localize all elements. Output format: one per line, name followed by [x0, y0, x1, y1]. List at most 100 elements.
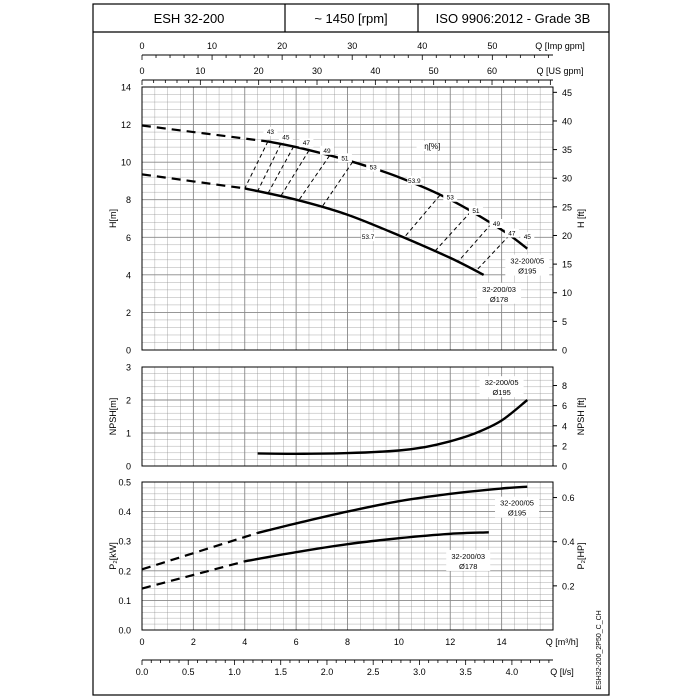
efficiency-label: 49 — [493, 221, 501, 228]
efficiency-line — [298, 155, 330, 201]
xlabel2: Q [l/s] — [550, 667, 574, 677]
ytick-label: 1 — [126, 429, 131, 439]
ytick-label: 3 — [126, 363, 131, 373]
ytick-right-label: 0 — [562, 346, 567, 356]
top-axis-tick: 20 — [277, 41, 287, 51]
top-axis-tick: 10 — [207, 41, 217, 51]
ytick-label: 0 — [126, 462, 131, 472]
efficiency-label: 53 — [447, 195, 455, 202]
efficiency-unit-label: η[%] — [424, 142, 440, 151]
efficiency-line — [457, 223, 492, 263]
series-sublabel: Ø195 — [508, 509, 526, 518]
xtick2-label: 4.0 — [506, 667, 519, 677]
efficiency-line — [267, 146, 294, 194]
xtick-label: 10 — [394, 637, 404, 647]
xtick2-label: 3.0 — [413, 667, 426, 677]
series-sublabel: Ø195 — [492, 388, 510, 397]
ytick-right-label: 6 — [562, 401, 567, 411]
efficiency-label: 53 — [370, 165, 378, 172]
ytick-right-label: 0.2 — [562, 581, 575, 591]
efficiency-line — [475, 235, 510, 272]
ytick-label: 0.1 — [118, 596, 131, 606]
top-axis-tick: 60 — [487, 66, 497, 76]
ytick-label: 2 — [126, 308, 131, 318]
side-code: ESH32-200_2P50_C_CH — [596, 610, 603, 689]
efficiency-line — [434, 211, 472, 252]
efficiency-line — [244, 141, 269, 189]
ylabel-npsh: NPSH[m] — [108, 398, 118, 436]
xtick-label: 0 — [139, 637, 144, 647]
series-line-power — [244, 531, 489, 563]
efficiency-label: 45 — [282, 135, 290, 142]
series-label: 32-200/05 — [500, 499, 534, 508]
series-line-npsh — [257, 399, 529, 456]
efficiency-line — [321, 161, 354, 208]
efficiency-line — [280, 150, 310, 197]
series-dashed-head — [141, 124, 269, 143]
ytick-label: 12 — [121, 120, 131, 130]
plot-area-power — [141, 481, 554, 631]
ytick-right-label: 8 — [562, 381, 567, 391]
efficiency-label: 47 — [303, 140, 311, 147]
efficiency-line — [403, 194, 441, 238]
efficiency-label: 49 — [323, 148, 331, 155]
series-line-power — [257, 485, 528, 535]
ytick-right-label: 0.4 — [562, 537, 575, 547]
xtick-label: 2 — [191, 637, 196, 647]
ytick-right-label: 0 — [562, 462, 567, 472]
ylabel-right-head: H [ft] — [576, 209, 586, 228]
efficiency-label: 53.9 — [408, 178, 421, 185]
xtick-label: 14 — [497, 637, 507, 647]
top-axis-tick: 20 — [254, 66, 264, 76]
ytick-label: 2 — [126, 396, 131, 406]
ytick-label: 10 — [121, 158, 131, 168]
ytick-right-label: 4 — [562, 421, 567, 431]
ytick-right-label: 15 — [562, 260, 572, 270]
xtick-label: 12 — [445, 637, 455, 647]
header-model: ESH 32-200 — [154, 11, 225, 26]
top-axis-tick: 0 — [139, 66, 144, 76]
ytick-label: 0.0 — [118, 626, 131, 636]
efficiency-label: 43 — [267, 129, 275, 136]
ylabel-right-npsh: NPSH [ft] — [576, 398, 586, 436]
ylabel-power: P₂[kW] — [108, 542, 118, 570]
series-sublabel: Ø178 — [490, 295, 508, 304]
plot-area-head — [141, 86, 554, 351]
ytick-right-label: 25 — [562, 202, 572, 212]
ytick-label: 0.4 — [118, 507, 131, 517]
header-speed: ~ 1450 [rpm] — [314, 11, 387, 26]
xtick-label: 4 — [242, 637, 247, 647]
series-sublabel: Ø178 — [459, 562, 477, 571]
top-axis-label: Q [US gpm] — [536, 66, 583, 76]
ytick-right-label: 2 — [562, 441, 567, 451]
ytick-label: 0 — [126, 346, 131, 356]
ytick-label: 4 — [126, 270, 131, 280]
xlabel: Q [m³/h] — [546, 637, 579, 647]
ylabel-head: H[m] — [108, 209, 118, 228]
header-standard: ISO 9906:2012 - Grade 3B — [436, 11, 591, 26]
ytick-right-label: 35 — [562, 145, 572, 155]
top-axis-tick: 0 — [139, 41, 144, 51]
xtick2-label: 0.5 — [182, 667, 195, 677]
ytick-right-label: 5 — [562, 317, 567, 327]
series-line-head — [244, 187, 485, 276]
series-label: 32-200/05 — [510, 257, 544, 266]
efficiency-line — [257, 143, 282, 192]
ytick-label: 0.5 — [118, 478, 131, 488]
series-line-head — [267, 140, 529, 250]
xtick2-label: 2.0 — [321, 667, 334, 677]
xtick2-label: 1.0 — [228, 667, 241, 677]
series-label: 32-200/03 — [451, 552, 485, 561]
top-axis-tick: 50 — [487, 41, 497, 51]
series-sublabel: Ø195 — [518, 267, 536, 276]
series-dashed-head — [141, 173, 245, 190]
ytick-label: 0.3 — [118, 537, 131, 547]
efficiency-label: 47 — [508, 230, 516, 237]
top-axis-tick: 40 — [417, 41, 427, 51]
xtick2-label: 3.5 — [459, 667, 472, 677]
ytick-label: 8 — [126, 195, 131, 205]
ylabel-right-power: P₂[HP] — [576, 543, 586, 570]
ytick-label: 0.2 — [118, 566, 131, 576]
top-axis-tick: 30 — [312, 66, 322, 76]
